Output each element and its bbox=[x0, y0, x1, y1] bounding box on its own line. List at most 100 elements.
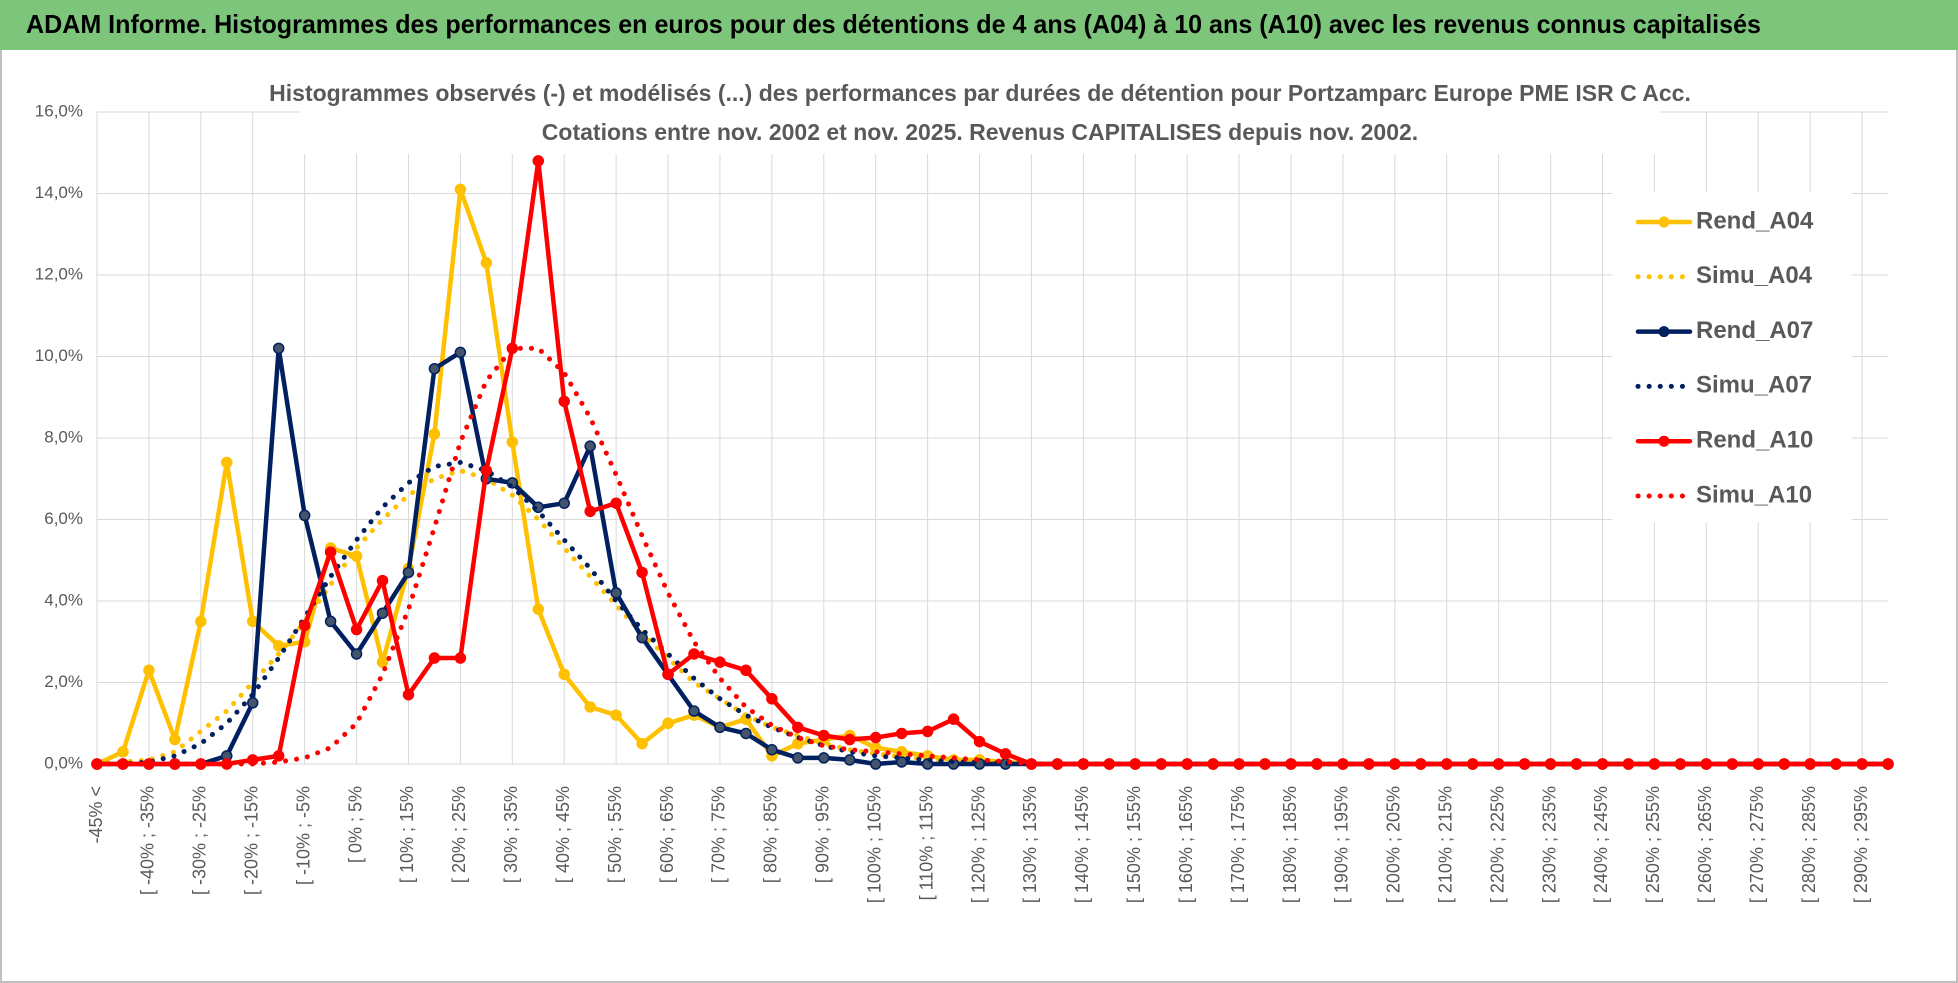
data-point bbox=[350, 648, 363, 660]
data-point bbox=[506, 436, 519, 448]
data-point bbox=[688, 648, 700, 660]
data-point bbox=[117, 746, 129, 758]
legend-label: Rend_A07 bbox=[1696, 317, 1813, 344]
data-point bbox=[584, 701, 596, 713]
legend-label: Rend_A04 bbox=[1696, 207, 1814, 234]
data-point bbox=[298, 509, 311, 522]
y-tick-label: 12,0% bbox=[35, 264, 83, 283]
legend-label: Rend_A10 bbox=[1696, 427, 1813, 454]
x-tick-label: [ 100% ; 105% bbox=[864, 786, 884, 903]
y-tick-label: 8,0% bbox=[44, 427, 83, 446]
x-tick-label: [ 70% ; 75% bbox=[709, 786, 729, 883]
y-tick-label: 0,0% bbox=[44, 753, 83, 772]
data-point bbox=[454, 183, 467, 196]
x-tick-label: [ 140% ; 145% bbox=[1072, 786, 1092, 903]
x-tick-label: [ 40% ; 45% bbox=[553, 786, 573, 883]
legend-marker bbox=[1658, 435, 1670, 447]
legend-marker bbox=[1658, 216, 1670, 228]
chart-title: Histogrammes observés (-) et modélisés (… bbox=[269, 80, 1691, 106]
data-point bbox=[843, 733, 856, 746]
data-point bbox=[272, 750, 285, 762]
title-bar bbox=[0, 0, 1958, 50]
x-tick-label: [ 200% ; 205% bbox=[1384, 786, 1404, 903]
data-point bbox=[195, 615, 207, 628]
x-tick-label: [ -10% ; -5% bbox=[293, 786, 313, 885]
y-tick-label: 16,0% bbox=[35, 101, 83, 120]
legend-label: Simu_A04 bbox=[1696, 262, 1813, 289]
x-tick-label: [ 160% ; 165% bbox=[1176, 786, 1196, 903]
x-tick-label: [ 260% ; 265% bbox=[1695, 786, 1715, 903]
data-point bbox=[558, 497, 570, 509]
data-point bbox=[480, 464, 493, 477]
data-point bbox=[376, 574, 389, 587]
x-tick-label: [ 90% ; 95% bbox=[813, 786, 833, 883]
data-point bbox=[869, 731, 882, 744]
data-point bbox=[532, 155, 545, 167]
x-tick-label: [ -30% ; -25% bbox=[190, 786, 210, 895]
data-point bbox=[402, 566, 415, 579]
data-point bbox=[246, 697, 259, 709]
y-tick-label: 14,0% bbox=[35, 183, 83, 202]
data-point bbox=[740, 727, 752, 740]
data-point bbox=[714, 721, 726, 734]
data-point bbox=[740, 664, 752, 677]
x-tick-label: [ 170% ; 175% bbox=[1228, 786, 1248, 903]
x-tick-label: [ 270% ; 275% bbox=[1747, 786, 1767, 903]
legend: Rend_A04 Simu_A04 Rend_A07 Simu_A07 Rend_A10… bbox=[1612, 192, 1852, 522]
data-point bbox=[298, 619, 311, 632]
x-tick-label: [ 120% ; 125% bbox=[968, 786, 988, 903]
x-tick-label: [ 280% ; 285% bbox=[1799, 786, 1819, 903]
x-tick-label: [ 50% ; 55% bbox=[605, 786, 625, 883]
x-tick-label: [ 80% ; 85% bbox=[761, 786, 781, 883]
x-tick-label: [ 150% ; 155% bbox=[1124, 786, 1144, 903]
x-tick-label: [ 110% ; 115% bbox=[916, 786, 936, 900]
data-point bbox=[895, 727, 908, 740]
data-point bbox=[428, 652, 441, 664]
data-point bbox=[662, 717, 674, 729]
x-tick-label: [ 60% ; 65% bbox=[657, 786, 677, 883]
y-tick-label: 2,0% bbox=[44, 672, 83, 691]
legend-box bbox=[1612, 192, 1852, 522]
data-point bbox=[480, 257, 493, 269]
data-point bbox=[376, 607, 389, 619]
data-point bbox=[558, 395, 570, 408]
data-point bbox=[532, 603, 545, 615]
legend-label: Simu_A10 bbox=[1696, 481, 1812, 508]
x-tick-label: [ -40% ; -35% bbox=[138, 786, 158, 895]
x-tick-label: -45% < bbox=[86, 786, 106, 844]
plot bbox=[91, 155, 1894, 770]
data-point bbox=[376, 656, 389, 668]
data-point bbox=[714, 656, 726, 668]
data-point bbox=[947, 713, 960, 725]
data-point bbox=[428, 362, 441, 375]
data-point bbox=[324, 546, 337, 558]
x-tick-label: [ 30% ; 35% bbox=[501, 786, 521, 883]
x-tick-label: [ 220% ; 225% bbox=[1487, 786, 1507, 903]
data-point bbox=[792, 721, 804, 734]
data-point bbox=[636, 631, 648, 644]
chart-subtitle: Cotations entre nov. 2002 et nov. 2025. … bbox=[542, 119, 1418, 145]
data-point bbox=[895, 756, 908, 768]
x-tick-label: [ 210% ; 215% bbox=[1435, 786, 1455, 903]
data-point bbox=[636, 737, 648, 750]
y-tick-label: 4,0% bbox=[44, 590, 83, 609]
y-tick-label: 10,0% bbox=[35, 346, 83, 365]
x-tick-label: [ -20% ; -15% bbox=[241, 786, 261, 895]
data-point bbox=[584, 505, 596, 518]
x-tick-label: [ 290% ; 295% bbox=[1851, 786, 1871, 903]
data-point bbox=[999, 748, 1012, 760]
data-point bbox=[792, 752, 804, 764]
data-point bbox=[921, 725, 934, 738]
x-tick-label: [ 250% ; 255% bbox=[1643, 786, 1663, 903]
x-tick-label: [ 180% ; 185% bbox=[1280, 786, 1300, 903]
data-point bbox=[818, 752, 830, 764]
data-point bbox=[869, 758, 882, 770]
data-point bbox=[766, 693, 778, 705]
x-tick-label: [ 0% ; 5% bbox=[345, 786, 365, 863]
data-point bbox=[402, 688, 415, 701]
y-tick-label: 6,0% bbox=[44, 509, 83, 528]
data-point bbox=[636, 566, 648, 579]
data-point bbox=[766, 743, 778, 756]
data-point bbox=[558, 668, 570, 681]
